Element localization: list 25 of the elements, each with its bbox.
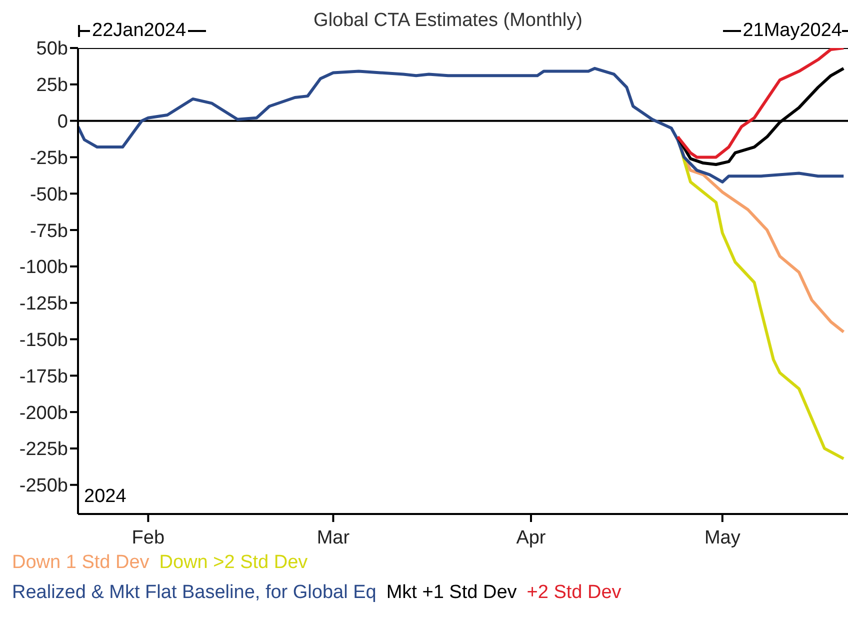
text: Realized & Mkt Flat Baseline, for Global Eq <box>12 582 376 603</box>
y-tick-label: -250b <box>19 476 68 497</box>
y-tick-label: -125b <box>19 294 68 315</box>
y-tick-label: -175b <box>19 366 68 388</box>
y-tick-label: 50b <box>36 38 68 60</box>
y-tick-label: -100b <box>19 257 68 278</box>
chart-title: Global CTA Estimates (Monthly) <box>312 10 584 32</box>
text: +2 Std Dev <box>526 582 622 603</box>
y-tick-label: -150b <box>19 330 68 351</box>
text: Down >2 Std Dev <box>159 552 308 573</box>
x-tick-label: Mar <box>316 527 350 548</box>
y-tick-label: -25b <box>30 148 68 169</box>
text: Mkt +1 Std Dev <box>386 582 517 603</box>
y-tick-label: 0 <box>57 112 68 133</box>
y-tick-label: -75b <box>30 220 68 242</box>
x-tick-label: Feb <box>132 527 165 548</box>
x-tick-label: Apr <box>516 527 546 548</box>
end-date-label: 21May2024 <box>722 20 848 42</box>
text: Down 1 Std Dev <box>12 552 150 573</box>
y-tick-label: -50b <box>30 184 68 206</box>
annotation: 2024 <box>84 486 126 508</box>
y-tick-label: 25b <box>36 75 68 96</box>
y-tick-label: -200b <box>19 402 68 424</box>
x-tick-label: May <box>704 527 741 548</box>
y-tick-label: -225b <box>19 439 68 460</box>
